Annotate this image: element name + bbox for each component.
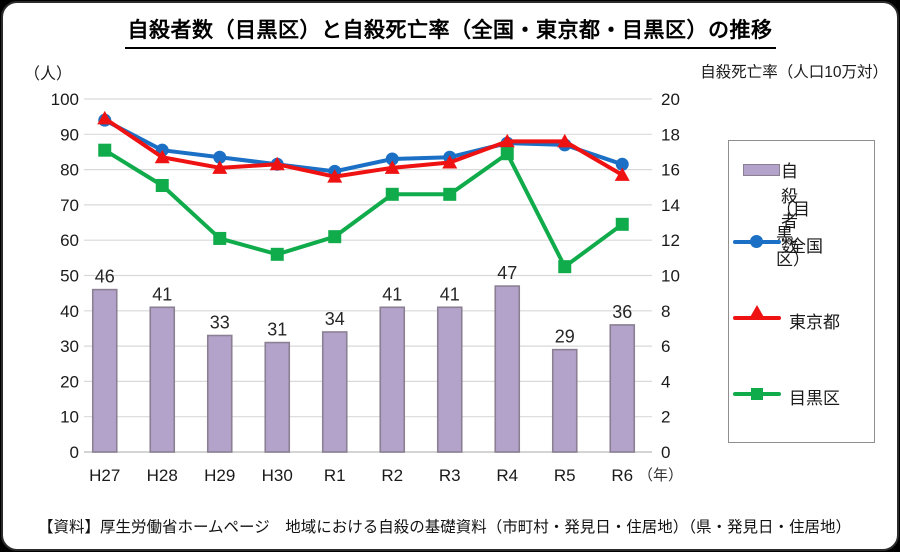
- left-axis-tick-label: 90: [60, 125, 79, 144]
- square-marker-icon: [270, 247, 284, 261]
- right-axis-tick-label: 10: [661, 267, 680, 286]
- x-axis-category-label: R5: [554, 466, 576, 485]
- bar-value-label: 31: [267, 320, 287, 340]
- square-marker-icon: [98, 143, 112, 157]
- x-axis-category-label: H29: [204, 466, 235, 485]
- triangle-marker-icon: [557, 133, 573, 148]
- right-axis-tick-label: 12: [661, 231, 680, 250]
- x-axis-category-label: R4: [496, 466, 518, 485]
- right-axis-tick-label: 20: [661, 90, 680, 109]
- bar: [264, 341, 291, 453]
- triangle-marker-icon: [442, 155, 458, 169]
- page-title: 自殺者数（目黒区）と自殺死亡率（全国・東京都・目黒区）の推移: [0, 14, 900, 49]
- legend: 自殺者数 （目黒区） 全国 東京都 目黒区: [728, 140, 875, 443]
- left-axis-tick-label: 30: [60, 337, 79, 356]
- square-marker-icon: [500, 147, 514, 161]
- square-marker-icon: [558, 260, 572, 274]
- circle-marker-icon: [213, 150, 227, 164]
- legend-tokyo-label: 東京都: [789, 313, 840, 332]
- left-axis-tick-label: 20: [60, 372, 79, 391]
- left-axis-tick-label: 50: [60, 267, 79, 286]
- bar-value-label: 34: [325, 309, 345, 329]
- circle-marker-icon: [615, 157, 629, 171]
- left-axis-tick-label: 0: [70, 443, 79, 462]
- left-axis-unit-label: （人）: [24, 66, 73, 83]
- bar: [321, 331, 348, 453]
- left-axis-tick-label: 60: [60, 231, 79, 250]
- circle-marker-icon: [750, 235, 763, 248]
- left-axis-tick-label: 70: [60, 196, 79, 215]
- right-axis-tick-label: 14: [661, 196, 680, 215]
- right-axis-tick-label: 16: [661, 161, 680, 180]
- circle-marker-icon: [385, 152, 399, 166]
- page-title-text: 自殺者数（目黒区）と自殺死亡率（全国・東京都・目黒区）の推移: [124, 14, 776, 49]
- legend-meguro-label: 目黒区: [789, 389, 840, 408]
- square-marker-icon: [328, 230, 342, 244]
- left-axis-tick-label: 80: [60, 161, 79, 180]
- x-axis-category-label: H28: [147, 466, 178, 485]
- legend-bar-label-line2: （目黒区）: [776, 200, 810, 269]
- x-axis-category-label: R3: [439, 466, 461, 485]
- x-axis-category-label: H27: [89, 466, 120, 485]
- square-marker-icon: [443, 187, 457, 201]
- triangle-marker-icon: [154, 149, 170, 164]
- triangle-marker-icon: [499, 133, 515, 148]
- series-line-triangle: [102, 116, 625, 179]
- bar: [436, 306, 463, 453]
- bar-value-label: 41: [152, 284, 172, 304]
- right-axis-tick-label: 8: [661, 302, 670, 321]
- left-axis-tick-label: 100: [51, 90, 79, 109]
- triangle-marker-icon: [97, 110, 113, 125]
- bar-series-swatch: [743, 164, 780, 176]
- series-line-square: [102, 148, 625, 269]
- x-axis-unit-label: （年）: [638, 467, 684, 484]
- chart-plot: 0102030405060708090100024681012141618204…: [51, 90, 680, 485]
- right-axis-tick-label: 2: [661, 408, 670, 427]
- source-note: 【資料】厚生労働省ホームページ 地域における自殺の基礎資料（市町村・発見日・住居…: [38, 519, 851, 536]
- triangle-marker-icon: [269, 156, 285, 171]
- bar: [494, 285, 521, 453]
- bar-value-label: 41: [382, 284, 402, 304]
- left-axis-tick-label: 40: [60, 302, 79, 321]
- triangle-marker-icon: [327, 169, 343, 183]
- x-axis-category-label: R6: [611, 466, 633, 485]
- bar: [91, 288, 118, 453]
- square-marker-icon: [155, 178, 169, 192]
- bar-value-label: 47: [497, 263, 517, 283]
- right-axis-tick-label: 6: [661, 337, 670, 356]
- triangle-marker-icon: [749, 305, 765, 319]
- legend-national-label: 全国: [789, 237, 823, 256]
- left-axis-tick-label: 10: [60, 408, 79, 427]
- square-marker-icon: [385, 187, 399, 201]
- bar: [206, 334, 233, 453]
- triangle-marker-icon: [212, 160, 228, 174]
- right-axis-title: 自殺死亡率（人口10万対）: [700, 64, 888, 81]
- bar: [609, 324, 636, 453]
- x-axis-category-label: R2: [381, 466, 403, 485]
- right-axis-tick-label: 4: [661, 372, 670, 391]
- bar-value-label: 29: [555, 327, 575, 347]
- bar-value-label: 33: [210, 313, 230, 333]
- bar-value-label: 46: [95, 267, 115, 287]
- square-marker-icon: [751, 388, 763, 400]
- triangle-marker-icon: [614, 167, 630, 181]
- bar: [149, 306, 176, 453]
- triangle-marker-icon: [384, 160, 400, 174]
- bar: [551, 348, 578, 453]
- legend-bar-label-line1: 自殺者数: [781, 162, 798, 256]
- bar-value-label: 36: [612, 302, 632, 322]
- x-axis-category-label: R1: [324, 466, 346, 485]
- x-axis-category-label: H30: [262, 466, 293, 485]
- bar-value-label: 41: [440, 284, 460, 304]
- right-axis-tick-label: 0: [661, 443, 670, 462]
- bar: [379, 306, 406, 453]
- square-marker-icon: [615, 217, 629, 231]
- series-line-circle: [102, 118, 625, 174]
- square-marker-icon: [213, 231, 227, 245]
- right-axis-tick-label: 18: [661, 125, 680, 144]
